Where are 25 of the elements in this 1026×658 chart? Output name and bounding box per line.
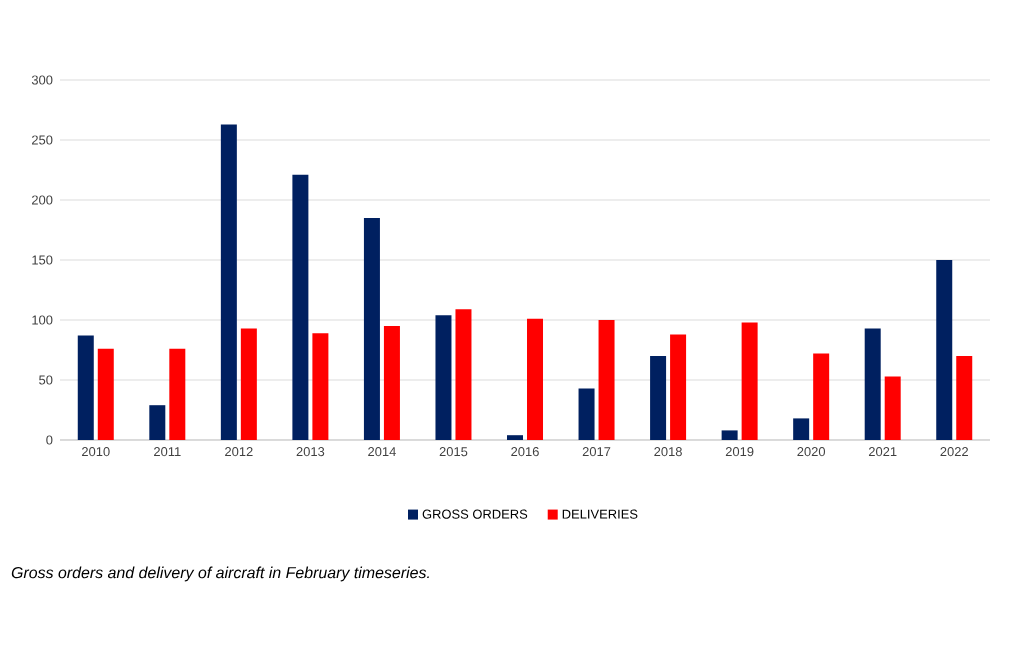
bar (650, 356, 667, 440)
bar (220, 124, 237, 440)
bar (149, 405, 166, 440)
bar (363, 217, 380, 440)
bar (97, 348, 114, 440)
bar (240, 328, 257, 440)
bar (527, 318, 544, 440)
bar (383, 326, 400, 440)
bar (292, 174, 309, 440)
bar (169, 348, 186, 440)
bar (721, 430, 738, 440)
bar (670, 334, 687, 440)
bar (578, 388, 595, 440)
bar (813, 353, 830, 440)
bar (793, 418, 810, 440)
bar (455, 309, 472, 440)
bar (864, 328, 881, 440)
bar (312, 333, 329, 440)
bar (598, 320, 615, 440)
bar (77, 335, 94, 440)
bar (936, 259, 953, 440)
bar (884, 376, 901, 440)
bar (956, 356, 973, 440)
bar (435, 315, 452, 440)
bar (741, 322, 758, 440)
